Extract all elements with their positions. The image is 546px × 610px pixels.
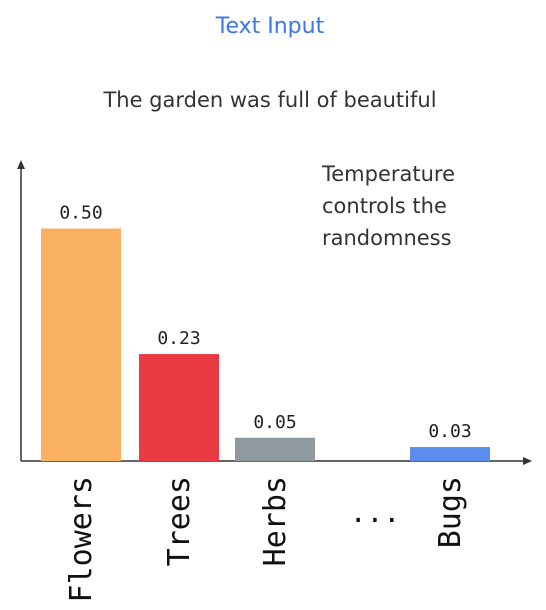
annotation-line: Temperature (322, 162, 456, 186)
temperature-annotation: Temperature controls the randomness (322, 158, 522, 254)
category-label-bugs: Bugs (433, 476, 468, 548)
category-label-herbs: Herbs (258, 476, 293, 566)
bar-herbs (235, 437, 315, 461)
value-label-herbs: 0.05 (253, 412, 296, 433)
value-label-bugs: 0.03 (428, 421, 471, 442)
header-title: Text Input (215, 14, 325, 39)
category-label-flowers: Flowers (64, 476, 99, 602)
bar-trees (139, 354, 219, 461)
annotation-line: randomness (322, 226, 452, 250)
input-sentence: The garden was full of beautiful (103, 88, 437, 112)
bar-flowers (41, 228, 121, 461)
y-axis-arrow (17, 160, 25, 169)
ellipsis-label: ... (350, 496, 401, 529)
bar-bugs (410, 447, 490, 461)
annotation-line: controls the (322, 194, 447, 218)
value-label-trees: 0.23 (157, 328, 200, 349)
x-axis-arrow (523, 457, 532, 465)
value-label-flowers: 0.50 (59, 203, 102, 224)
category-label-trees: Trees (162, 476, 197, 566)
